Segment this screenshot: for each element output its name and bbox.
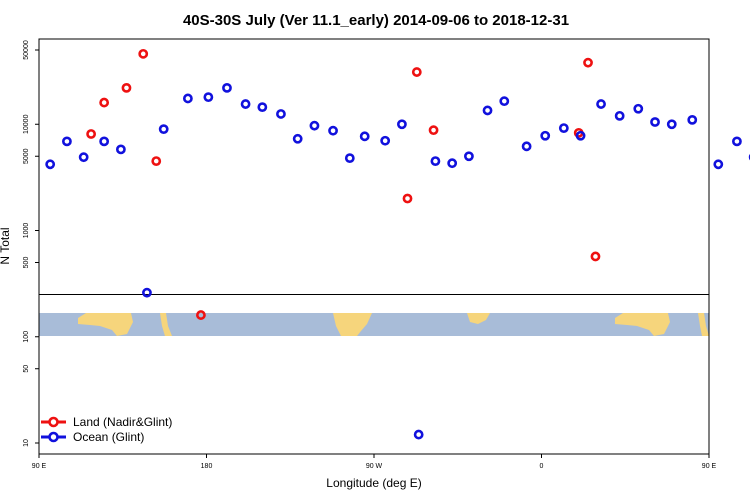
legend-swatch-ocean-marker [48,431,59,443]
land-point [99,97,110,108]
land-point [121,82,132,93]
x-tick-label: 90 W [366,463,383,470]
ocean-point [687,114,698,125]
ocean-point [464,151,474,162]
ocean-point [614,110,625,121]
plot-frame [38,38,710,455]
ocean-point [115,144,126,155]
y-tick-label: 1000 [23,223,30,239]
ocean-point [142,287,152,298]
ocean-point [62,136,72,147]
y-tick-label: 5000 [23,148,30,164]
ocean-point [328,125,338,136]
ocean-point [650,117,660,127]
land-southamerica [333,313,372,336]
land-point [86,129,97,139]
legend-entry-land: Land (Nadir&Glint) [41,415,172,429]
legend-entry-ocean: Ocean (Glint) [41,430,144,444]
ocean-point [596,99,606,109]
x-axis-label: Longitude (deg E) [326,476,421,490]
land-point [590,251,601,262]
x-tick-label: 90 E [32,463,47,470]
land-point [583,57,593,68]
x-axis: 90 E 180 90 W 0 90 E [32,454,717,470]
legend-swatch-land-marker [48,416,59,428]
land-point [151,156,162,167]
y-tick-label: 10000 [23,114,30,134]
ocean-point [521,141,532,152]
ocean-point [397,119,407,130]
land-southafrica [467,313,490,324]
legend-label-ocean: Ocean (Glint) [73,430,144,444]
ocean-point [413,429,424,440]
land-point [196,310,206,320]
ocean-point [158,124,169,135]
ocean-point [482,105,493,116]
land-point [428,125,439,136]
ocean-point [240,99,251,109]
land-australia-left [78,313,133,336]
ocean-point [447,158,458,169]
ocean-point [575,130,586,141]
legend: Land (Nadir&Glint) Ocean (Glint) [41,415,172,444]
land-newzealand-right [698,313,709,336]
ocean-point [309,120,320,131]
strip-ocean [39,313,709,336]
ocean-point [633,103,644,114]
land-newzealand-left [160,313,172,336]
ocean-point [666,119,677,130]
y-tick-label: 100 [23,331,30,343]
x-tick-label: 180 [201,463,213,470]
ocean-point [182,93,193,104]
legend-label-land: Land (Nadir&Glint) [73,415,172,429]
ocean-point [45,159,56,170]
land-point [411,67,422,77]
ocean-point [558,123,569,134]
strip-land [78,313,709,336]
y-axis-label: N Total [0,227,12,264]
x-tick-label: 90 E [702,463,717,470]
y-axis: 10 50 100 500 1000 5000 10000 50000 [23,40,39,447]
ocean-point [78,152,89,163]
ocean-point [99,136,110,147]
ocean-point [203,92,214,103]
y-tick-label: 50000 [23,40,30,60]
ocean-point [359,131,370,142]
x-tick-label: 0 [540,463,544,470]
land-australia-right [615,313,670,336]
land-point [402,193,413,204]
y-tick-label: 10 [23,439,30,447]
ocean-point [732,136,742,147]
ocean-point [276,109,286,119]
ocean-point [380,135,391,146]
y-tick-label: 50 [23,365,30,373]
ocean-point [344,153,355,164]
land-point [138,48,149,59]
ocean-point [430,156,441,167]
y-tick-label: 500 [23,257,30,269]
longitude-strip [39,313,709,336]
ocean-point [499,96,510,107]
data-points [45,48,750,440]
ocean-point [257,102,268,113]
ocean-point [222,82,232,93]
ocean-point [540,130,551,141]
ocean-point [292,133,303,144]
chart-title: 40S-30S July (Ver 11.1_early) 2014-09-06… [183,12,569,29]
ocean-point [713,159,724,170]
